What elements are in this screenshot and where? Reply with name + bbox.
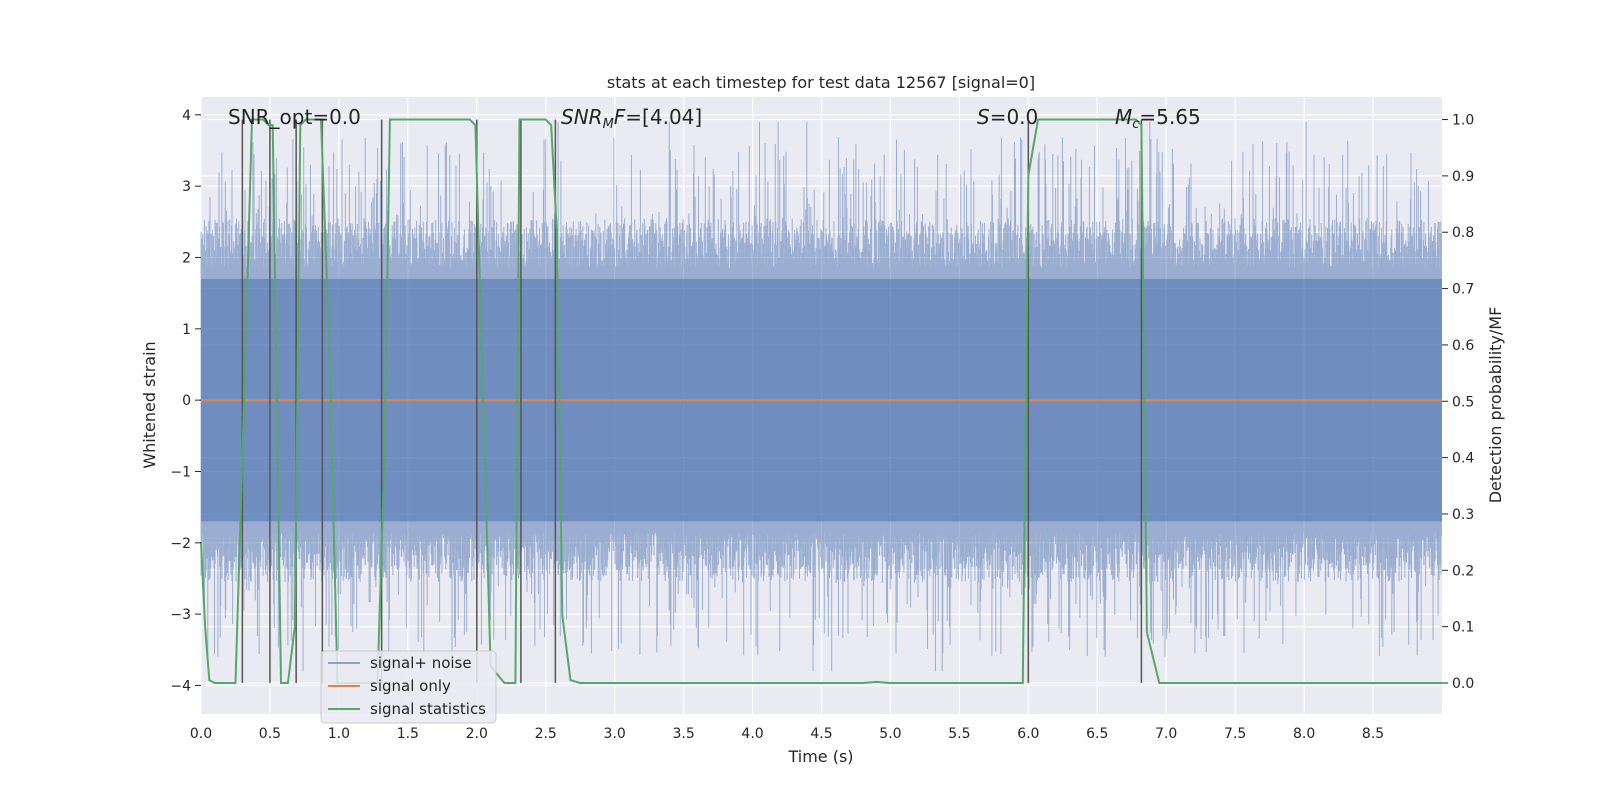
y-tick-label: −4 <box>170 678 191 694</box>
x-tick-label: 5.0 <box>879 726 901 742</box>
y2-tick-label: 0.0 <box>1452 676 1474 692</box>
x-tick-label: 1.0 <box>328 726 350 742</box>
y-tick-label: 3 <box>182 179 191 195</box>
y-tick-label: −3 <box>170 607 191 623</box>
y2-tick-label: 0.7 <box>1452 282 1474 298</box>
x-tick-label: 4.0 <box>741 726 763 742</box>
chart-title: stats at each timestep for test data 125… <box>607 73 1035 92</box>
x-tick-label: 1.5 <box>397 726 419 742</box>
x-tick-label: 8.0 <box>1293 726 1315 742</box>
x-tick-label: 4.5 <box>810 726 832 742</box>
x-tick-label: 3.5 <box>672 726 694 742</box>
annotation-s: S=0.0 <box>977 105 1038 129</box>
y2-tick-label: 0.2 <box>1452 563 1474 579</box>
y-tick-label: −2 <box>170 536 191 552</box>
y2-tick-label: 0.5 <box>1452 394 1474 410</box>
x-tick-label: 0.0 <box>190 726 212 742</box>
y2-tick-label: 0.6 <box>1452 338 1474 354</box>
legend: signal+ noise signal only signal statist… <box>320 650 497 724</box>
x-tick-label: 8.5 <box>1362 726 1384 742</box>
y2-tick-label: 0.3 <box>1452 507 1474 523</box>
x-tick-label: 7.5 <box>1224 726 1246 742</box>
y2-tick-label: 0.1 <box>1452 620 1474 636</box>
legend-label-signal-statistics: signal statistics <box>370 700 486 718</box>
x-axis-ticks: 0.0 0.5 1.0 1.5 2.0 2.5 3.0 3.5 4.0 4.5 5.0 5.5 6.0 6… <box>190 726 1384 742</box>
y-tick-label: 2 <box>182 250 191 266</box>
y2-axis-ticks: 0.0 0.1 0.2 0.3 0.4 0.5 0.6 0.7 0.8 0.9 1.0 <box>1442 113 1474 692</box>
x-axis-label: Time (s) <box>787 747 853 766</box>
y2-axis-label: Detection probability/MF <box>1486 307 1505 504</box>
x-tick-label: 6.5 <box>1086 726 1108 742</box>
y2-tick-label: 0.8 <box>1452 225 1474 241</box>
y2-tick-label: 0.4 <box>1452 451 1474 467</box>
y2-tick-label: 0.9 <box>1452 169 1474 185</box>
y-tick-label: 4 <box>182 108 191 124</box>
x-tick-label: 2.0 <box>466 726 488 742</box>
x-tick-label: 7.0 <box>1155 726 1177 742</box>
annotation-mc: Mc=5.65 <box>1115 105 1201 132</box>
x-tick-label: 6.0 <box>1017 726 1039 742</box>
y-tick-label: 0 <box>182 393 191 409</box>
y-axis-ticks: −4 −3 −2 −1 0 1 2 3 4 <box>170 108 201 694</box>
y-axis-label: Whitened strain <box>140 341 159 468</box>
legend-label-signal-only: signal only <box>370 677 451 695</box>
x-tick-label: 3.0 <box>604 726 626 742</box>
annotation-snr-opt: SNR_opt=0.0 <box>228 105 361 129</box>
x-tick-label: 5.5 <box>948 726 970 742</box>
y-tick-label: 1 <box>182 322 191 338</box>
legend-box <box>320 650 497 724</box>
y-tick-label: −1 <box>170 464 191 480</box>
annotation-snr-mf: SNRMF=[4.04] <box>561 105 702 132</box>
x-tick-label: 2.5 <box>535 726 557 742</box>
x-tick-label: 0.5 <box>259 726 281 742</box>
legend-label-signal-noise: signal+ noise <box>370 654 472 672</box>
y2-tick-label: 1.0 <box>1452 113 1474 129</box>
